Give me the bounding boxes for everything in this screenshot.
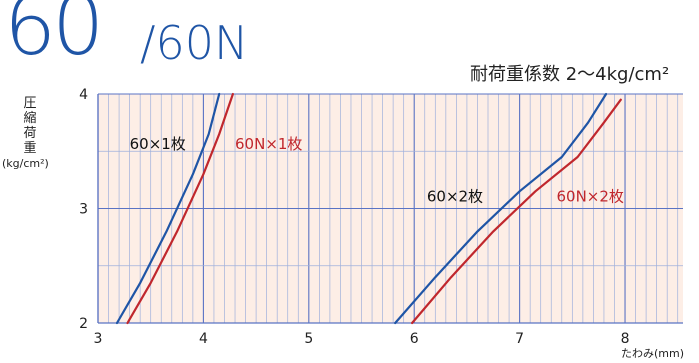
brand-logo-60n: /60N [140,16,249,70]
y-tick-label: 4 [79,87,88,103]
series-label-2: 60N×1枚 [235,135,302,153]
x-tick-label: 8 [621,331,630,347]
series-line-1 [115,92,221,325]
series-label-1: 60×1枚 [130,135,186,153]
load-coefficient-label: 耐荷重係数 2〜4kg/cm² [470,64,670,85]
x-axis-label: たわみ(mm) [621,347,685,360]
x-tick-label: 4 [199,331,208,347]
x-tick-label: 7 [515,331,524,347]
y-tick-label: 3 [79,202,88,218]
series-label-3: 60×2枚 [427,188,483,206]
y-tick-label: 2 [79,316,88,332]
series-line-4 [411,98,622,325]
y-axis-label: 圧縮荷重 [23,96,37,156]
series-line-3 [394,92,608,325]
series-line-2 [126,92,234,325]
x-tick-label: 6 [410,331,419,347]
x-tick-label: 5 [304,331,313,347]
series-label-4: 60N×2枚 [557,188,624,206]
y-axis-unit: (kg/cm²) [2,157,49,170]
brand-logo-60: 60 [4,0,104,74]
x-tick-label: 3 [94,331,103,347]
